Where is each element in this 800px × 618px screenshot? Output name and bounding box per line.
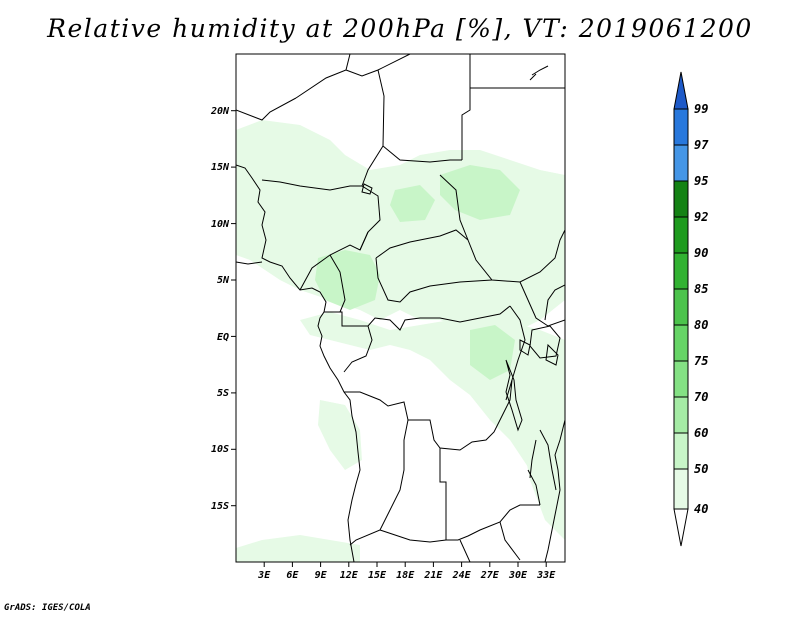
lon-label-33e: 33E: [536, 570, 556, 581]
humidity-core-1: [315, 250, 380, 310]
coastline-bight: [236, 261, 263, 265]
colorbar-label-99: 99: [694, 102, 708, 116]
lat-label-15n: 15N: [211, 162, 230, 173]
colorbar-seg-90-92: [673, 216, 689, 254]
colorbar-seg-40-50: [673, 468, 689, 510]
humidity-region-north: [236, 120, 565, 340]
lat-label-5n: 5N: [217, 275, 230, 286]
border-car: [375, 229, 493, 303]
humidity-region-south: [318, 400, 362, 470]
coastline-east-africa: [544, 419, 565, 562]
lon-label-3e: 3E: [257, 570, 271, 581]
colorbar-seg-95-97: [673, 144, 689, 182]
lon-axis: 3E 6E 9E 12E 15E 18E 21E 24E 27E 30E 33E: [257, 562, 556, 581]
lon-label-12e: 12E: [340, 570, 359, 581]
east-coast-tip: [529, 439, 537, 479]
lat-label-eq: EQ: [217, 332, 229, 343]
colorbar-seg-60-70: [673, 396, 689, 434]
lat-label-10s: 10S: [211, 444, 229, 455]
lon-label-15e: 15E: [368, 570, 387, 581]
great-lakes: [505, 339, 559, 432]
lon-label-27e: 27E: [480, 570, 500, 581]
colorbar-label-60: 60: [694, 426, 708, 440]
humidity-core-2: [440, 165, 520, 220]
lon-label-18e: 18E: [396, 570, 415, 581]
colorbar-seg-92-95: [673, 180, 689, 218]
humidity-core-3: [470, 325, 515, 380]
colorbar-seg-70-75: [673, 360, 689, 398]
lat-label-15s: 15S: [211, 501, 229, 512]
colorbar-label-85: 85: [694, 282, 708, 296]
humidity-field: [236, 120, 565, 562]
chart-title: Relative humidity at 200hPa [%], VT: 201…: [47, 14, 753, 43]
border-drc-angola: [344, 379, 513, 451]
lon-label-9e: 9E: [315, 570, 328, 581]
border-cameroon-nigeria: [299, 231, 369, 313]
colorbar-seg-50-60: [673, 432, 689, 470]
colorbar-bottom-arrow: [673, 508, 689, 547]
humidity-core-4: [390, 185, 435, 222]
humidity-region-southwest: [236, 535, 360, 562]
border-southern-africa: [379, 521, 521, 562]
colorbar-label-97: 97: [694, 138, 709, 152]
border-drc-east: [505, 305, 526, 401]
map-frame: [235, 53, 566, 563]
border-gabon-congo: [324, 305, 511, 373]
colorbar-label-75: 75: [694, 354, 708, 368]
colorbar-label-90: 90: [694, 246, 708, 260]
lon-label-30e: 30E: [508, 570, 528, 581]
lon-label-6e: 6E: [286, 570, 299, 581]
border-zambia-south: [439, 448, 540, 541]
lake-victoria-area: [529, 325, 561, 359]
border-egypt-libya: [461, 54, 565, 160]
colorbar-seg-97-99: [673, 108, 689, 146]
colorbar-seg-80-85: [673, 288, 689, 326]
lon-label-21e: 21E: [423, 570, 443, 581]
lon-label-24e: 24E: [452, 570, 472, 581]
colorbar: 99 97 95 92 90 85 80 75 70 60 50 40: [673, 71, 709, 547]
lat-label-20n: 20N: [210, 106, 230, 117]
lake-chad: [361, 183, 373, 195]
colorbar-seg-85-90: [673, 252, 689, 290]
lat-label-10n: 10N: [211, 219, 230, 230]
grads-credit: GrADS: IGES/COLA: [4, 603, 91, 613]
coastlines-and-borders: [236, 54, 565, 562]
border-sahel: [236, 97, 381, 251]
lat-axis: 20N 15N 10N 5N EQ 5S 10S 15S: [210, 106, 236, 512]
colorbar-label-95: 95: [694, 174, 708, 188]
nile-border: [529, 65, 549, 81]
colorbar-label-70: 70: [694, 390, 708, 404]
lat-label-5s: 5S: [217, 388, 229, 399]
humidity-region-east: [520, 390, 565, 540]
colorbar-label-80: 80: [694, 318, 708, 332]
coastline-west-africa: [236, 164, 361, 562]
colorbar-label-92: 92: [694, 210, 708, 224]
border-east-africa: [519, 281, 565, 327]
colorbar-top-arrow: [673, 71, 689, 110]
humidity-region-northwest: [240, 135, 290, 195]
border-angola-zambia: [349, 419, 409, 546]
colorbar-seg-75-80: [673, 324, 689, 362]
colorbar-label-40: 40: [694, 502, 708, 516]
colorbar-label-50: 50: [694, 462, 708, 476]
